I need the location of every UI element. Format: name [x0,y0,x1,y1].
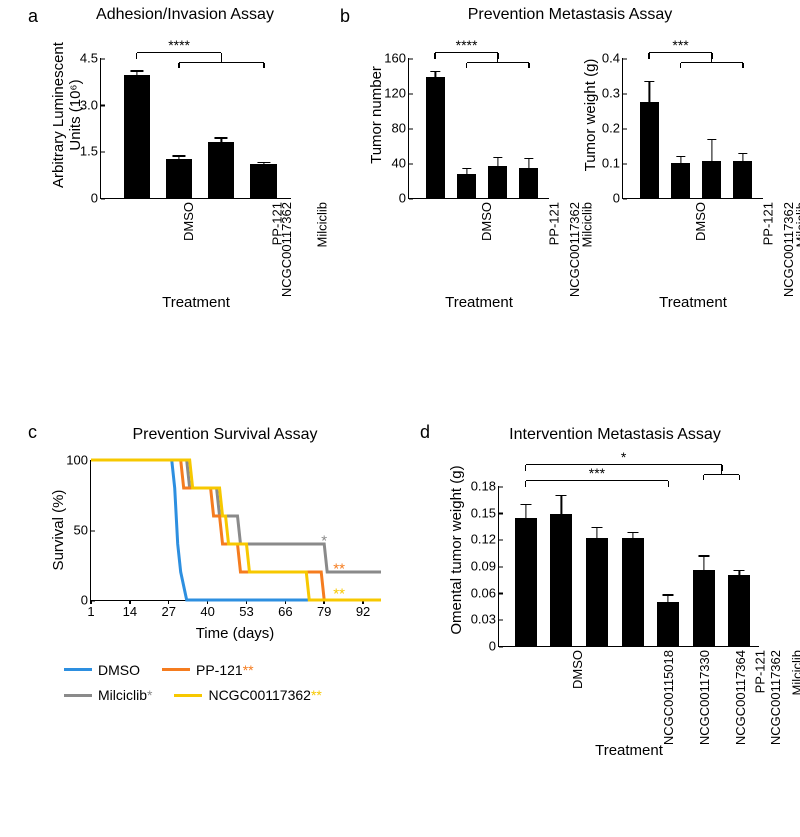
bar [250,164,276,198]
bar [426,77,445,198]
xtick-label: DMSO [693,202,708,241]
panel-c-legend: DMSO PP-121 ** Milciclib * NCGC00117362 ** [64,658,424,709]
bar [488,166,507,198]
ytick: 160 [384,51,409,66]
bar [519,168,538,198]
panel-d-chart: Omental tumor weight (g) 00.030.060.090.… [498,450,798,790]
panel-b: Prevention Metastasis Assay Tumor number… [360,6,780,320]
panel-b-right-chart: Tumor weight (g) 00.10.20.30.4DMSONCGC00… [622,30,782,320]
panel-b-left-chart: Tumor number 04080120160DMSONCGC00117362… [408,30,568,320]
ytick: 0.09 [471,559,499,574]
xtick-label: DMSO [570,650,585,689]
xtick-label: DMSO [181,202,196,241]
ytick: 0 [613,191,623,206]
xtick-label: NCGC00117330 [697,650,712,745]
bar [733,161,752,198]
panel-c-xlabel: Time (days) [90,625,380,642]
xtick-label: Milciclib [314,202,329,248]
ytick: 0 [489,639,499,654]
ytick: 3.0 [80,97,101,112]
panel-d-title: Intervention Metastasis Assay [440,426,790,444]
bar [457,174,476,199]
bar [166,159,192,198]
ytick: 80 [392,121,409,136]
xtick-label: Milciclib [790,650,800,696]
panel-label-d: d [420,422,430,443]
ytick: 0.2 [602,121,623,136]
x-axis-label: Treatment [101,294,291,311]
xtick-label: NCGC00115018 [661,650,676,745]
legend-item: NCGC00117362 ** [174,687,321,703]
xtick-label: PP-121 [546,202,561,245]
panel-a-title: Adhesion/Invasion Assay [40,6,330,24]
panel-label-c: c [28,422,37,443]
ytick: 0 [399,191,409,206]
bar [702,161,721,198]
ytick: 0.15 [471,505,499,520]
xtick-label: NCGC00117364 [733,650,748,745]
xtick-label: PP-121 [760,202,775,245]
panel-a-chart: Arbitrary Luminescent Units (10⁶) 01.53.… [100,30,340,320]
panel-c: Prevention Survival Assay Survival (%) 0… [40,426,410,650]
ytick: 120 [384,86,409,101]
panel-a-ylabel: Arbitrary Luminescent Units (10⁶) [50,25,84,205]
ytick: 0.18 [471,479,499,494]
x-axis-label: Treatment [409,294,549,311]
bar [640,102,659,198]
xtick-label: NCGC00117362 [768,650,783,745]
panel-b-right-ylabel: Tumor weight (g) [582,45,599,185]
legend-item: Milciclib * [64,687,152,703]
bar [657,602,679,646]
ytick: 0.3 [602,86,623,101]
x-axis-label: Treatment [499,742,759,759]
ytick: 0.03 [471,612,499,627]
panel-label-b: b [340,6,350,27]
xtick-label: Milciclib [793,202,800,248]
ytick: 0.06 [471,585,499,600]
survival-line [91,460,381,572]
bar [515,518,537,646]
ytick: 1.5 [80,144,101,159]
bar [728,575,750,646]
figure: a b c d Adhesion/Invasion Assay Arbitrar… [0,0,800,837]
panel-b-title: Prevention Metastasis Assay [360,6,780,24]
panel-a: Adhesion/Invasion Assay Arbitrary Lumine… [40,6,330,320]
ytick: 0.1 [602,156,623,171]
xtick-label: Milciclib [579,202,594,248]
bar [550,514,572,646]
legend-item: DMSO [64,662,140,678]
bar [124,75,150,198]
panel-d: Intervention Metastasis Assay Omental tu… [440,426,790,790]
bar [586,538,608,646]
panel-c-ylabel: Survival (%) [50,470,67,590]
ytick: 0.12 [471,532,499,547]
survival-line [91,460,381,600]
xtick-label: PP-121 [270,202,285,245]
survival-line [91,460,381,600]
x-axis-label: Treatment [623,294,763,311]
legend-item: PP-121 ** [162,662,254,678]
ytick: 0.4 [602,51,623,66]
bar [622,538,644,646]
ytick: 4.5 [80,51,101,66]
bar [671,163,690,198]
xtick-label: DMSO [479,202,494,241]
panel-d-ylabel: Omental tumor weight (g) [448,455,465,645]
bar [208,142,234,198]
panel-b-left-ylabel: Tumor number [368,45,385,185]
panel-c-title: Prevention Survival Assay [40,426,410,444]
bar [693,570,715,646]
ytick: 0 [91,191,101,206]
survival-line [91,460,381,600]
panel-label-a: a [28,6,38,27]
panel-c-chart: Survival (%) 050100114274053667992***** … [90,450,420,650]
xtick-label: PP-121 [752,650,767,693]
ytick: 40 [392,156,409,171]
